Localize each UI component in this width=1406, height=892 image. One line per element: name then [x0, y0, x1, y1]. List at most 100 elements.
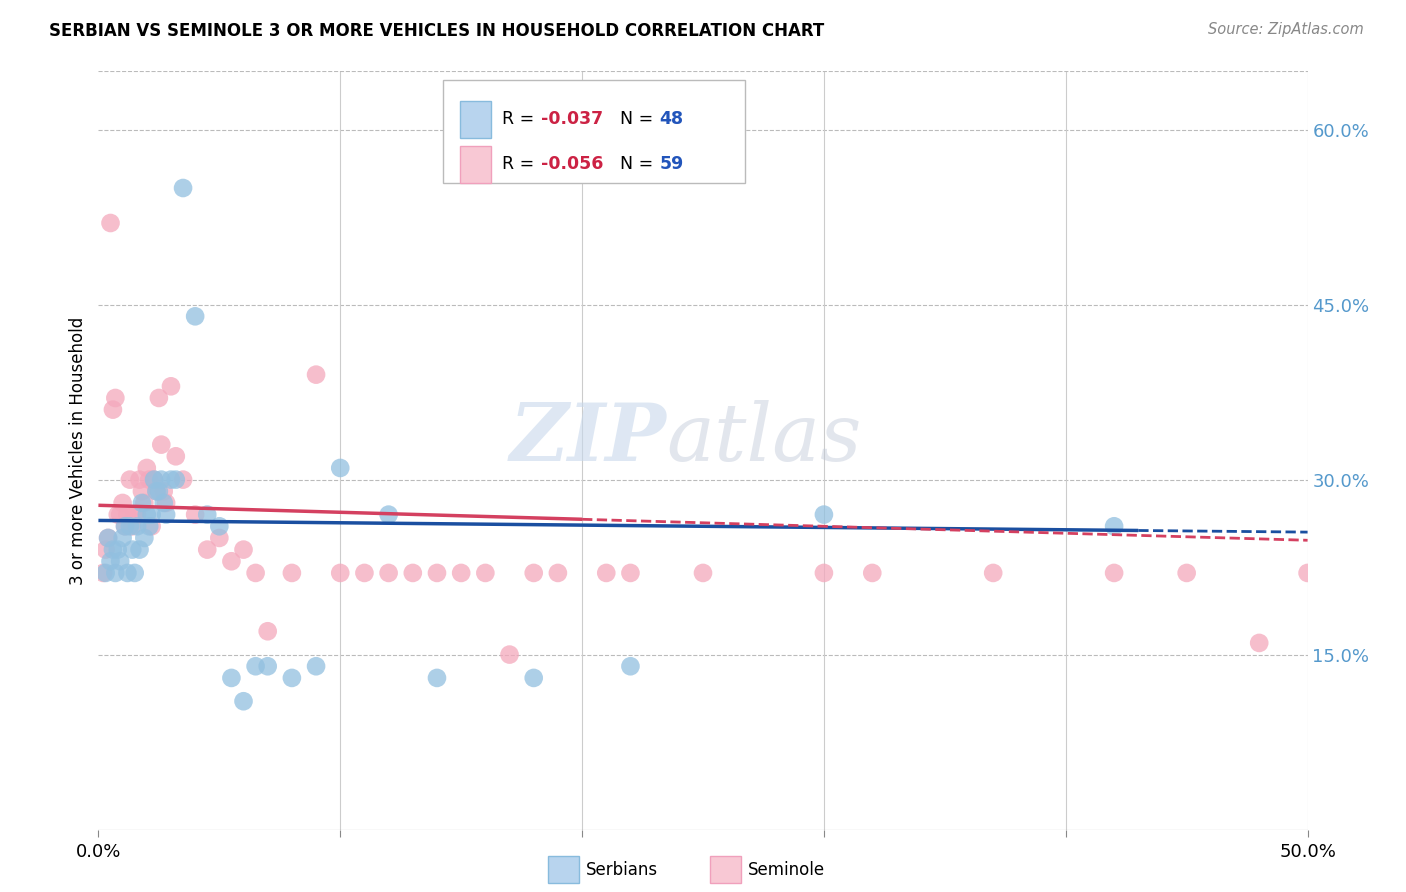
Point — [1102, 519, 1125, 533]
Point — [111, 496, 134, 510]
Point — [813, 508, 835, 522]
Point — [155, 508, 177, 522]
Point — [150, 473, 173, 487]
Point — [165, 450, 187, 464]
Point — [160, 473, 183, 487]
Point — [138, 473, 160, 487]
Point — [498, 648, 520, 662]
Point — [121, 542, 143, 557]
Point — [1102, 566, 1125, 580]
Text: R =: R = — [502, 155, 540, 173]
Point — [281, 671, 304, 685]
Text: 59: 59 — [659, 155, 683, 173]
Point — [221, 554, 243, 568]
Point — [145, 484, 167, 499]
Point — [108, 508, 131, 522]
Point — [232, 542, 254, 557]
Point — [547, 566, 569, 580]
Point — [100, 554, 122, 568]
Point — [329, 566, 352, 580]
Text: N =: N = — [609, 155, 658, 173]
Text: ZIP: ZIP — [510, 401, 666, 478]
Point — [619, 659, 641, 673]
Point — [256, 624, 278, 639]
Point — [402, 566, 425, 580]
Point — [195, 508, 218, 522]
Point — [155, 496, 177, 510]
Point — [118, 473, 141, 487]
Point — [104, 391, 127, 405]
Text: Seminole: Seminole — [748, 861, 825, 879]
Point — [94, 566, 117, 580]
Point — [141, 519, 163, 533]
Point — [813, 566, 835, 580]
Point — [426, 671, 449, 685]
Point — [114, 519, 136, 533]
Point — [377, 508, 399, 522]
Point — [450, 566, 472, 580]
Point — [128, 542, 150, 557]
Point — [141, 508, 163, 522]
Point — [1175, 566, 1198, 580]
Text: atlas: atlas — [666, 401, 862, 478]
Point — [245, 659, 267, 673]
Point — [124, 566, 146, 580]
Text: 48: 48 — [659, 111, 683, 128]
Point — [184, 508, 207, 522]
Point — [245, 566, 267, 580]
Point — [692, 566, 714, 580]
Text: Serbians: Serbians — [586, 861, 658, 879]
Point — [160, 379, 183, 393]
Point — [124, 508, 146, 522]
Point — [101, 542, 124, 557]
Point — [127, 519, 149, 533]
Point — [150, 437, 173, 451]
Point — [148, 391, 170, 405]
Point — [184, 310, 207, 324]
Point — [135, 461, 157, 475]
Point — [165, 473, 187, 487]
Point — [232, 694, 254, 708]
Point — [143, 473, 166, 487]
Point — [111, 531, 134, 545]
Text: R =: R = — [502, 111, 540, 128]
Point — [148, 484, 170, 499]
Text: SERBIAN VS SEMINOLE 3 OR MORE VEHICLES IN HOUSEHOLD CORRELATION CHART: SERBIAN VS SEMINOLE 3 OR MORE VEHICLES I… — [49, 22, 824, 40]
Text: -0.037: -0.037 — [541, 111, 603, 128]
Point — [619, 566, 641, 580]
Point — [426, 566, 449, 580]
Point — [353, 566, 375, 580]
Point — [94, 542, 117, 557]
Point — [97, 531, 120, 545]
Point — [138, 519, 160, 533]
Text: Source: ZipAtlas.com: Source: ZipAtlas.com — [1208, 22, 1364, 37]
Point — [107, 542, 129, 557]
Point — [128, 473, 150, 487]
Point — [172, 181, 194, 195]
Point — [127, 508, 149, 522]
Point — [121, 519, 143, 533]
Point — [97, 531, 120, 545]
Text: -0.056: -0.056 — [541, 155, 603, 173]
Point — [523, 566, 546, 580]
Point — [117, 566, 139, 580]
Point — [860, 566, 883, 580]
Point — [1249, 636, 1271, 650]
Point — [981, 566, 1004, 580]
Point — [595, 566, 617, 580]
Point — [143, 473, 166, 487]
Point — [104, 566, 127, 580]
Point — [152, 484, 174, 499]
Point — [172, 473, 194, 487]
Point — [195, 542, 218, 557]
Point — [256, 659, 278, 673]
Point — [305, 368, 328, 382]
Text: N =: N = — [609, 111, 658, 128]
Point — [117, 508, 139, 522]
Point — [91, 566, 114, 580]
Point — [145, 484, 167, 499]
Point — [523, 671, 546, 685]
Point — [305, 659, 328, 673]
Point — [208, 531, 231, 545]
Point — [281, 566, 304, 580]
